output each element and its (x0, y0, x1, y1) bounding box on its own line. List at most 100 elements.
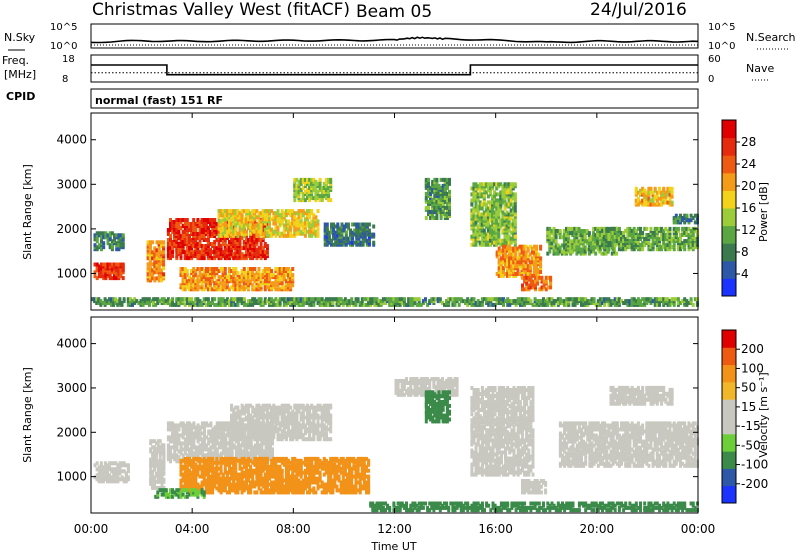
heatmap-cell (219, 267, 223, 271)
heatmap-cell (550, 245, 554, 250)
heatmap-cell (175, 453, 179, 458)
heatmap-cell (175, 302, 179, 307)
heatmap-cell (209, 218, 212, 222)
heatmap-cell (225, 215, 229, 220)
heatmap-cell (666, 247, 670, 252)
heatmap-cell (360, 297, 364, 302)
heatmap-cell (546, 297, 550, 302)
heatmap-cell (244, 211, 248, 216)
heatmap-cell (683, 213, 687, 218)
heatmap-cell (196, 242, 200, 246)
heatmap-cell (272, 211, 276, 216)
heatmap-cell (503, 272, 507, 276)
heatmap-cell (592, 231, 596, 236)
heatmap-cell (583, 245, 587, 250)
heatmap-cell (255, 275, 259, 280)
heatmap-cell (240, 271, 244, 276)
heatmap-cell (314, 233, 318, 238)
heatmap-cell (516, 246, 520, 251)
heatmap-cell (327, 186, 331, 190)
heatmap-cell (303, 192, 307, 197)
heatmap-cell (249, 275, 253, 280)
heatmap-cell (257, 215, 261, 220)
heatmap-cell (505, 210, 509, 215)
heatmap-cell (466, 302, 470, 307)
heatmap-cell (303, 225, 307, 230)
heatmap-cell (244, 219, 248, 224)
heatmap-cell (558, 235, 562, 240)
heatmap-cell (489, 190, 492, 195)
heatmap-cell (413, 297, 417, 302)
heatmap-cell (448, 177, 451, 182)
heatmap-cell (289, 273, 293, 278)
heatmap-cell (114, 477, 118, 482)
heatmap-cell (272, 215, 276, 220)
heatmap-cell (153, 276, 157, 281)
heatmap-cell (215, 250, 219, 255)
heatmap-cell (459, 297, 463, 302)
heatmap-cell (547, 285, 550, 290)
heatmap-cell (289, 211, 293, 216)
heatmap-cell (190, 285, 194, 290)
heatmap-cell (679, 233, 682, 237)
heatmap-cell (280, 297, 284, 302)
heatmap-cell (571, 226, 575, 231)
heatmap-cell (101, 475, 105, 480)
heatmap-cell (615, 297, 619, 302)
heatmap-cell (234, 283, 238, 288)
heatmap-cell (653, 194, 657, 199)
heatmap-cell (203, 429, 206, 434)
heatmap-cell (169, 421, 172, 426)
heatmap-cell (282, 297, 286, 302)
heatmap-cell (276, 277, 280, 282)
heatmap-cell (280, 271, 284, 276)
heatmap-cell (530, 256, 534, 261)
heatmap-cell (257, 271, 261, 276)
heatmap-cell (689, 218, 693, 223)
heatmap-cell (628, 245, 632, 250)
heatmap-cell (188, 256, 191, 261)
heatmap-cell (301, 177, 305, 182)
heatmap-cell (240, 279, 244, 284)
station-title: Christmas Valley West (fitACF) (92, 0, 350, 20)
heatmap-cell (225, 254, 229, 259)
heatmap-cell (327, 302, 331, 307)
heatmap-cell (153, 445, 156, 450)
heatmap-cell (495, 250, 499, 255)
heatmap-cell (501, 190, 505, 195)
heatmap-cell (312, 297, 316, 302)
heatmap-cell (660, 297, 664, 302)
heatmap-cell (95, 467, 99, 472)
heatmap-cell (592, 241, 596, 246)
heatmap-cell (270, 269, 274, 273)
heatmap-cell (581, 239, 585, 244)
heatmap-cell (320, 297, 324, 302)
heatmap-cell (169, 224, 172, 228)
heatmap-cell (489, 182, 492, 187)
heatmap-cell (219, 275, 223, 280)
heatmap-cell (223, 285, 227, 290)
heatmap-cell (565, 249, 568, 254)
heatmap-cell (499, 218, 503, 223)
heatmap-cell (577, 297, 581, 302)
nave-tick-top: 60 (708, 54, 721, 65)
heatmap-cell (672, 247, 676, 252)
heatmap-cell (379, 299, 383, 304)
heatmap-cell (506, 272, 509, 276)
heatmap-cell (365, 232, 369, 237)
heatmap-cell (257, 267, 261, 271)
heatmap-cell (514, 272, 518, 276)
heatmap-cell (339, 297, 343, 302)
heatmap-cell (594, 226, 598, 231)
heatmap-cell (255, 209, 259, 214)
heatmap-cell (445, 177, 449, 182)
heatmap-cell (513, 208, 517, 213)
heatmap-cell (501, 244, 505, 249)
heatmap-cell (649, 198, 653, 203)
heatmap-cell (679, 216, 682, 220)
heatmap-cell (314, 219, 318, 224)
heatmap-cell (211, 267, 215, 271)
heatmap-cell (695, 216, 699, 220)
heatmap-cell (242, 281, 246, 286)
heatmap-cell (162, 485, 166, 490)
